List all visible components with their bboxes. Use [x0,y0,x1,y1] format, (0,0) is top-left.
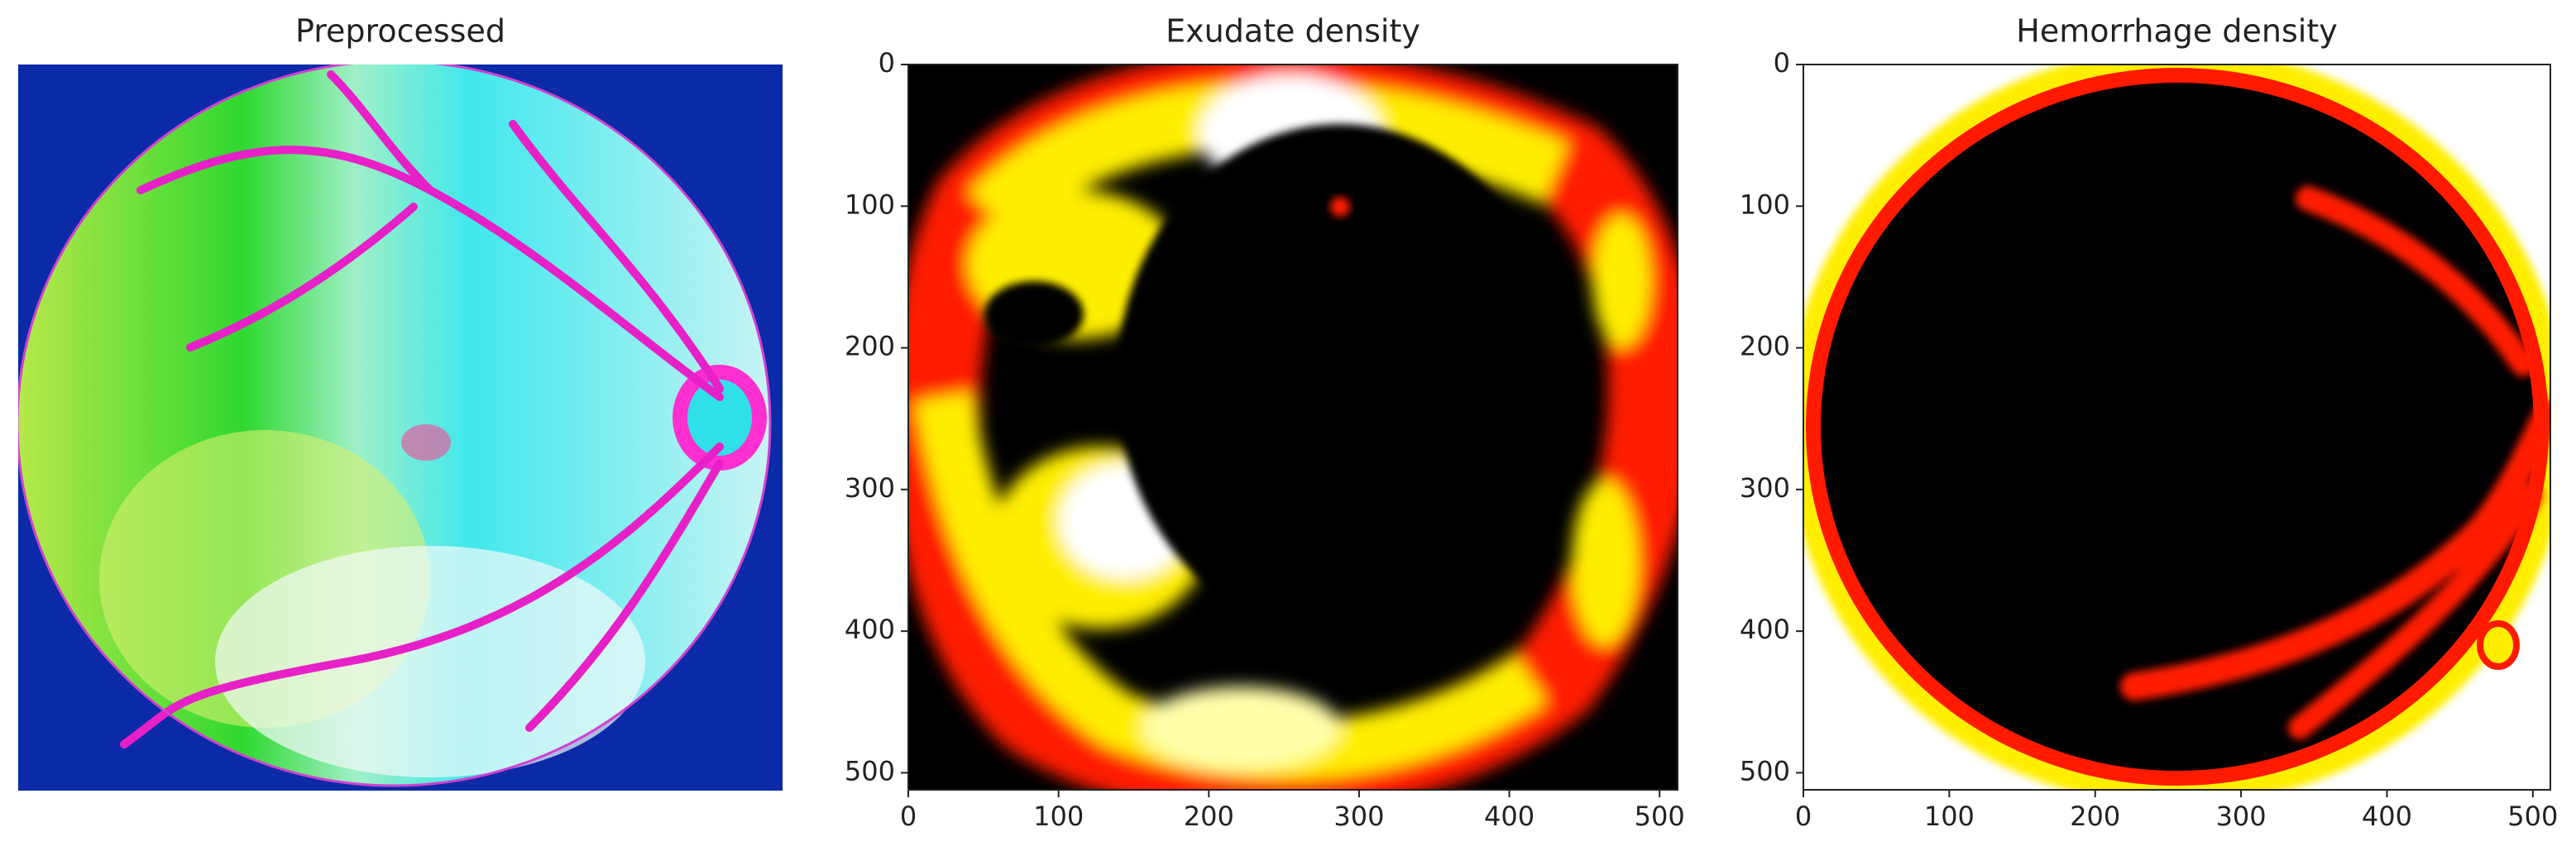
x-tick-label: 200 [2070,801,2120,832]
preprocessed-image [18,65,783,791]
y-tick-label: 400 [845,614,895,645]
y-tick-label: 300 [845,472,895,504]
y-tick-label: 200 [1740,331,1790,362]
panel-title: Preprocessed [295,13,505,50]
axes-frame [907,64,1678,791]
y-tick-label: 0 [1774,47,1790,79]
x-tick-label: 0 [1795,801,1812,832]
x-tick-label: 400 [2362,801,2412,832]
panel-title: Exudate density [1166,13,1420,50]
panel-title: Hemorrhage density [2016,13,2337,50]
x-tick-label: 0 [900,801,917,832]
y-tick-label: 500 [845,755,895,786]
x-tick-label: 300 [1333,801,1384,832]
x-tick-label: 200 [1184,801,1234,832]
x-tick-label: 500 [1635,801,1685,832]
y-tick-label: 500 [1740,755,1790,786]
hemorrhage-image [1803,65,2550,790]
axes-frame [1803,64,2551,791]
x-tick-label: 300 [2216,801,2267,832]
y-tick-label: 400 [1740,614,1790,645]
y-tick-label: 200 [845,331,895,362]
x-tick-label: 100 [1033,801,1084,832]
y-tick-label: 100 [845,189,895,220]
x-tick-label: 400 [1484,801,1535,832]
exudate-image [908,65,1678,790]
y-tick-label: 100 [1740,189,1790,220]
y-tick-label: 0 [879,47,895,79]
x-tick-label: 500 [2507,801,2558,832]
y-tick-label: 300 [1740,472,1790,504]
x-tick-label: 100 [1924,801,1975,832]
